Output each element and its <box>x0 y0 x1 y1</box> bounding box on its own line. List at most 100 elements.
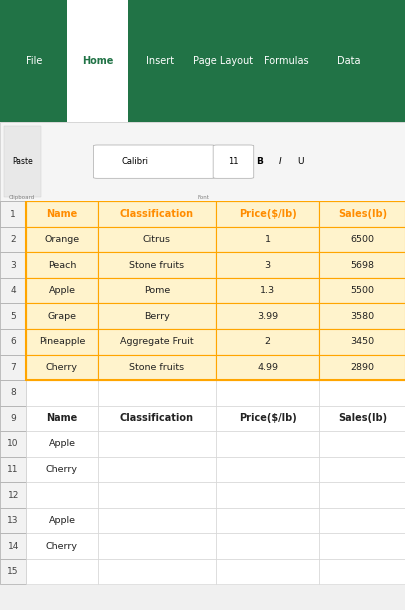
Bar <box>215 457 318 483</box>
Bar <box>26 533 97 559</box>
FancyBboxPatch shape <box>93 145 215 178</box>
Text: Cherry: Cherry <box>46 465 78 474</box>
Text: 3450: 3450 <box>350 337 374 346</box>
Bar <box>318 253 405 278</box>
Text: Paste: Paste <box>12 157 33 166</box>
Bar <box>318 201 405 227</box>
Text: Pineapple: Pineapple <box>39 337 85 346</box>
Bar <box>318 227 405 253</box>
Bar <box>97 354 215 380</box>
Text: Cherry: Cherry <box>46 542 78 551</box>
Bar <box>318 329 405 354</box>
Bar <box>26 380 97 406</box>
Text: 6: 6 <box>10 337 16 346</box>
Bar <box>26 201 97 227</box>
Text: Apple: Apple <box>48 516 75 525</box>
Bar <box>26 278 97 303</box>
Text: Pome: Pome <box>143 286 170 295</box>
Text: 5: 5 <box>10 312 16 321</box>
Bar <box>26 406 97 431</box>
Text: Orange: Orange <box>44 235 79 244</box>
Text: 5500: 5500 <box>350 286 373 295</box>
Bar <box>215 354 318 380</box>
Text: Aggregate Fruit: Aggregate Fruit <box>120 337 193 346</box>
Text: 1: 1 <box>264 235 270 244</box>
Bar <box>215 508 318 533</box>
Bar <box>215 483 318 508</box>
Text: Sales(lb): Sales(lb) <box>337 209 386 219</box>
Bar <box>97 406 215 431</box>
Bar <box>318 559 405 584</box>
Bar <box>26 253 97 278</box>
Text: 6500: 6500 <box>350 235 373 244</box>
Text: 3: 3 <box>10 260 16 270</box>
Text: I: I <box>278 157 281 166</box>
Bar <box>97 201 215 227</box>
Bar <box>215 406 318 431</box>
Text: Classification: Classification <box>119 414 194 423</box>
Bar <box>26 431 97 457</box>
Text: Stone fruits: Stone fruits <box>129 363 184 372</box>
Bar <box>0 253 26 278</box>
Bar <box>26 329 97 354</box>
Text: Citrus: Citrus <box>143 235 171 244</box>
Bar <box>97 457 215 483</box>
Text: Calibri: Calibri <box>122 157 149 166</box>
Bar <box>318 253 405 278</box>
Text: Clipboard: Clipboard <box>9 195 35 199</box>
Text: 3580: 3580 <box>350 312 374 321</box>
Bar <box>26 303 97 329</box>
Bar <box>97 253 215 278</box>
Text: 14: 14 <box>7 542 19 551</box>
Text: 1.3: 1.3 <box>259 286 275 295</box>
Bar <box>0 303 26 329</box>
Bar <box>215 278 318 303</box>
Text: 9: 9 <box>10 414 16 423</box>
Bar <box>318 303 405 329</box>
Bar <box>4 126 40 198</box>
Bar <box>0 457 26 483</box>
Bar <box>26 303 97 329</box>
Text: Formulas: Formulas <box>263 56 308 66</box>
Text: Peach: Peach <box>48 260 76 270</box>
Bar <box>67 0 128 122</box>
Bar <box>318 431 405 457</box>
Text: 5698: 5698 <box>350 260 373 270</box>
Text: 1: 1 <box>10 210 16 218</box>
Bar <box>97 508 215 533</box>
Bar <box>215 559 318 584</box>
Bar <box>0 431 26 457</box>
Bar <box>215 533 318 559</box>
Text: Insert: Insert <box>146 56 174 66</box>
Bar <box>215 227 318 253</box>
Bar <box>26 201 405 380</box>
Text: Classification: Classification <box>119 209 194 219</box>
Bar <box>318 406 405 431</box>
Text: 12: 12 <box>7 490 19 500</box>
Bar <box>26 354 97 380</box>
Text: Data: Data <box>337 56 360 66</box>
Bar <box>215 431 318 457</box>
Text: A: A <box>58 209 65 219</box>
Text: Name: Name <box>46 209 77 219</box>
Bar <box>0 483 26 508</box>
Bar <box>0 329 26 354</box>
Bar <box>26 227 97 253</box>
Bar <box>215 201 318 227</box>
Text: 15: 15 <box>7 567 19 576</box>
Bar <box>318 227 405 253</box>
Bar <box>97 559 215 584</box>
Bar <box>318 380 405 406</box>
Bar <box>97 329 215 354</box>
Bar <box>97 329 215 354</box>
Text: B: B <box>256 157 262 166</box>
Bar <box>97 483 215 508</box>
Bar <box>215 201 318 227</box>
Bar <box>318 508 405 533</box>
Bar <box>318 533 405 559</box>
Bar <box>318 201 405 227</box>
Bar <box>97 380 215 406</box>
Bar <box>26 329 97 354</box>
Bar <box>318 483 405 508</box>
Bar <box>0 278 26 303</box>
